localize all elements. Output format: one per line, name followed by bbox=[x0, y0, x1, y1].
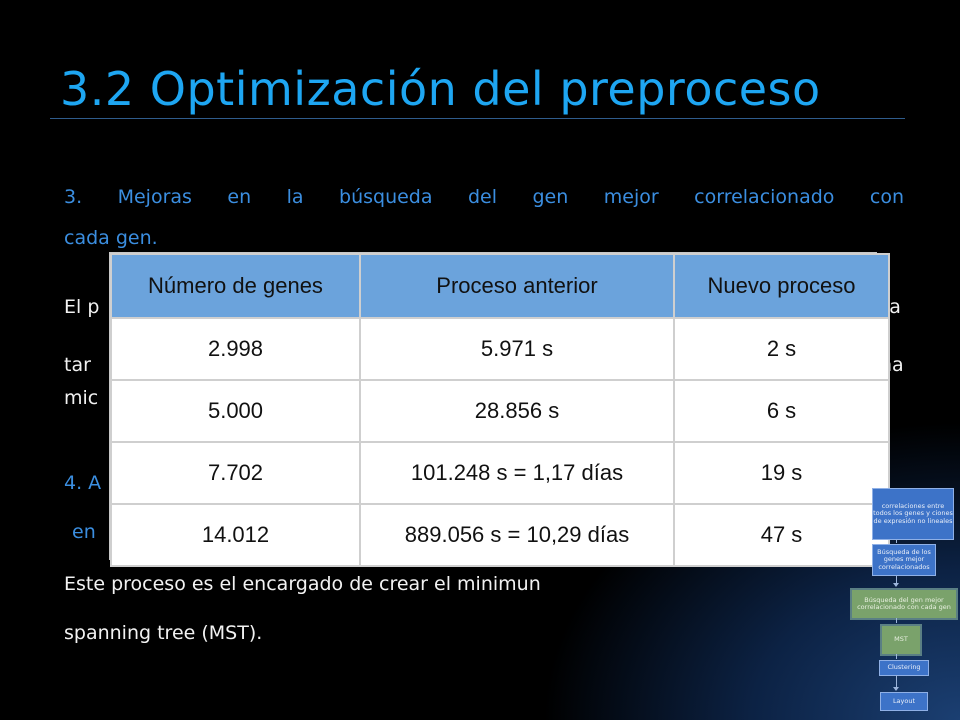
flow-step-mst: MST bbox=[880, 624, 922, 656]
flow-connector bbox=[896, 675, 897, 687]
table-cell: 6 s bbox=[673, 379, 890, 443]
table-row: 2.998 5.971 s 2 s bbox=[110, 317, 890, 381]
flow-step-correlations: correlaciones entre todos los genes y ci… bbox=[872, 488, 954, 540]
process-flow-diagram: correlaciones entre todos los genes y ci… bbox=[838, 484, 960, 720]
header-previous-process: Proceso anterior bbox=[359, 253, 675, 319]
flow-arrow bbox=[893, 687, 899, 691]
flow-step-best-genes: Búsqueda de los genes mejor correlaciona… bbox=[872, 544, 936, 576]
flow-connector bbox=[896, 576, 897, 583]
header-new-process: Nuevo proceso bbox=[673, 253, 890, 319]
comparison-table: Número de genes Proceso anterior Nuevo p… bbox=[109, 252, 890, 567]
item-3-line-1: 3. Mejoras en la búsqueda del gen mejor … bbox=[64, 186, 904, 208]
table-cell: 889.056 s = 10,29 días bbox=[359, 503, 675, 567]
paragraph-line-1-start: El p bbox=[64, 296, 100, 318]
table-row: 5.000 28.856 s 6 s bbox=[110, 379, 890, 443]
body-line-1: Este proceso es el encargado de crear el… bbox=[64, 573, 541, 595]
item-4-line-2-start: en bbox=[72, 521, 96, 543]
item-4-start: 4. A bbox=[64, 472, 102, 494]
table-cell: 47 s bbox=[673, 503, 890, 567]
table-cell: 19 s bbox=[673, 441, 890, 505]
flow-arrow bbox=[893, 583, 899, 587]
title-underline bbox=[50, 118, 905, 119]
flow-step-layout: Layout bbox=[880, 692, 928, 711]
paragraph-line-2-start: tar bbox=[64, 354, 91, 376]
flow-step-best-gene-each: Búsqueda del gen mejor correlacionado co… bbox=[850, 588, 958, 620]
paragraph-line-3-start: mic bbox=[64, 387, 99, 409]
table-cell: 2.998 bbox=[110, 317, 361, 381]
table-cell: 28.856 s bbox=[359, 379, 675, 443]
table-cell: 101.248 s = 1,17 días bbox=[359, 441, 675, 505]
table-cell: 14.012 bbox=[110, 503, 361, 567]
flow-connector bbox=[896, 618, 897, 623]
table-cell: 7.702 bbox=[110, 441, 361, 505]
table-cell: 2 s bbox=[673, 317, 890, 381]
item-3-line-2: cada gen. bbox=[64, 227, 158, 249]
table-row: 7.702 101.248 s = 1,17 días 19 s bbox=[110, 441, 890, 505]
flow-connector bbox=[896, 654, 897, 659]
body-line-2: spanning tree (MST). bbox=[64, 622, 263, 644]
slide-title: 3.2 Optimización del preproceso bbox=[60, 62, 821, 116]
flow-step-clustering: Clustering bbox=[879, 660, 929, 676]
header-number-of-genes: Número de genes bbox=[110, 253, 361, 319]
table-cell: 5.971 s bbox=[359, 317, 675, 381]
table-cell: 5.000 bbox=[110, 379, 361, 443]
table-row: 14.012 889.056 s = 10,29 días 47 s bbox=[110, 503, 890, 567]
flow-connector bbox=[896, 540, 897, 543]
